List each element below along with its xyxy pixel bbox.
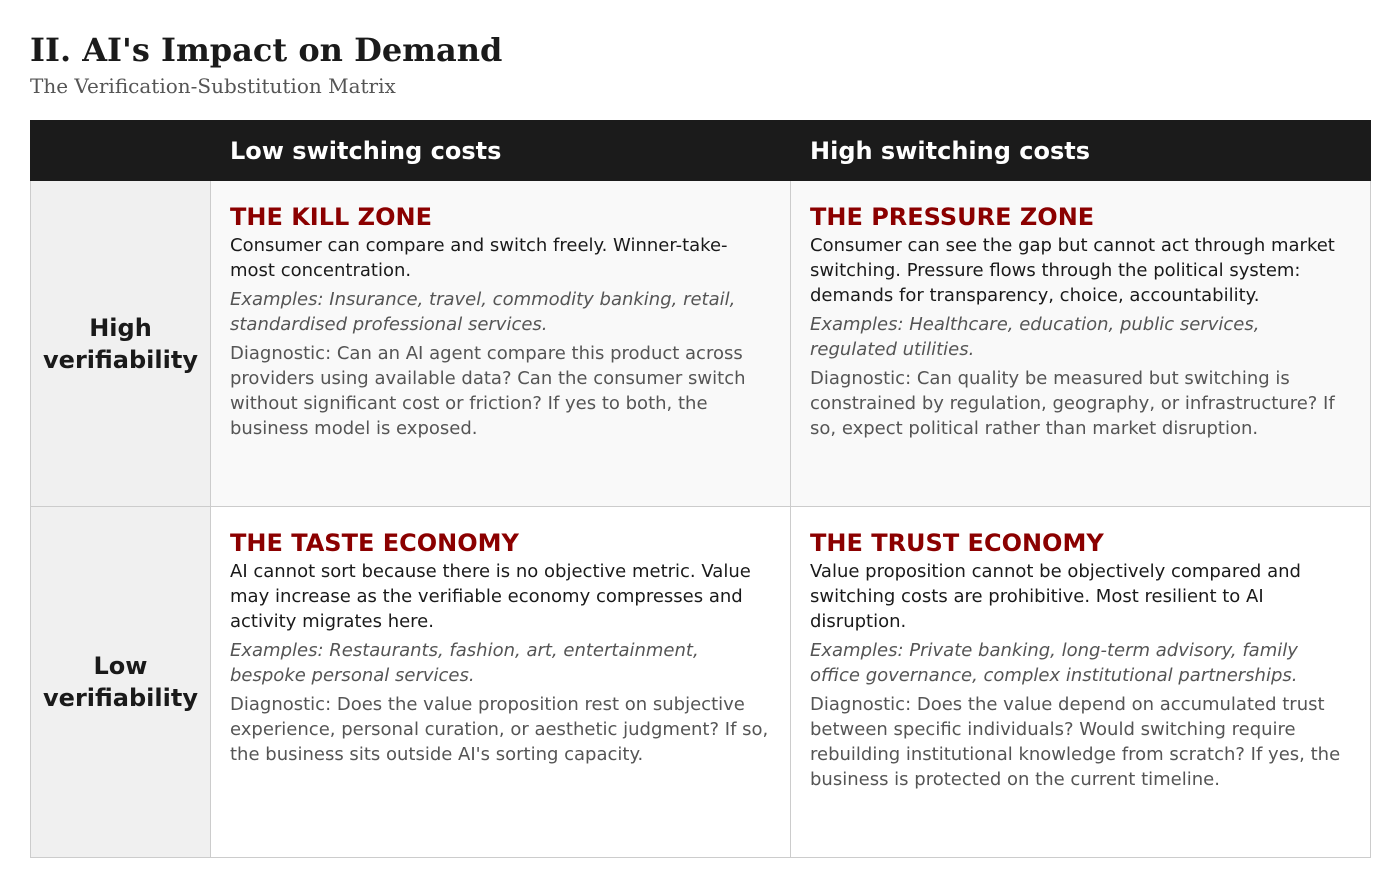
quadrant-kill-zone: THE KILL ZONE Consumer can compare and s… bbox=[210, 180, 791, 507]
matrix-header-row: Low switching costs High switching costs bbox=[30, 120, 1371, 181]
verification-substitution-matrix: Low switching costs High switching costs… bbox=[30, 120, 1371, 858]
quadrant-pressure-zone: THE PRESSURE ZONE Consumer can see the g… bbox=[790, 180, 1371, 507]
quadrant-description: AI cannot sort because there is no objec… bbox=[230, 561, 751, 632]
quadrant-diagnostic: Diagnostic: Can quality be measured but … bbox=[810, 368, 1335, 439]
row-label-line: verifiability bbox=[43, 345, 198, 374]
quadrant-examples: Examples: Restaurants, fashion, art, ent… bbox=[230, 640, 699, 686]
column-header-low-switching: Low switching costs bbox=[210, 120, 791, 181]
page-subtitle: The Verification-Substitution Matrix bbox=[30, 74, 396, 98]
row-label-line: High bbox=[89, 313, 152, 342]
row-label-low-verifiability: Low verifiability bbox=[30, 506, 211, 858]
row-label-line: verifiability bbox=[43, 684, 198, 712]
quadrant-examples: Examples: Healthcare, education, public … bbox=[810, 314, 1260, 360]
quadrant-title: THE PRESSURE ZONE bbox=[810, 203, 1095, 231]
row-label-line: Low bbox=[93, 652, 148, 680]
quadrant-description: Consumer can see the gap but cannot act … bbox=[810, 235, 1335, 306]
quadrant-taste-economy: THE TASTE ECONOMY AI cannot sort because… bbox=[210, 506, 791, 858]
quadrant-title: THE TASTE ECONOMY bbox=[230, 529, 519, 557]
quadrant-title: THE KILL ZONE bbox=[230, 203, 432, 231]
page-title: II. AI's Impact on Demand bbox=[30, 31, 503, 69]
quadrant-examples: Examples: Insurance, travel, commodity b… bbox=[230, 289, 736, 335]
quadrant-description: Consumer can compare and switch freely. … bbox=[230, 235, 728, 281]
row-label-high-verifiability: High verifiability bbox=[30, 180, 211, 507]
quadrant-trust-economy: THE TRUST ECONOMY Value proposition cann… bbox=[790, 506, 1371, 858]
quadrant-diagnostic: Diagnostic: Can an AI agent compare this… bbox=[230, 343, 746, 439]
quadrant-diagnostic: Diagnostic: Does the value depend on acc… bbox=[810, 694, 1341, 790]
matrix-row-low-verifiability: Low verifiability THE TASTE ECONOMY AI c… bbox=[30, 506, 1371, 858]
matrix-corner-cell bbox=[30, 120, 211, 181]
quadrant-diagnostic: Diagnostic: Does the value proposition r… bbox=[230, 694, 769, 765]
quadrant-examples: Examples: Private banking, long-term adv… bbox=[810, 640, 1298, 686]
matrix-row-high-verifiability: High verifiability THE KILL ZONE Consume… bbox=[30, 180, 1371, 507]
quadrant-title: THE TRUST ECONOMY bbox=[810, 529, 1104, 557]
quadrant-description: Value proposition cannot be objectively … bbox=[810, 561, 1301, 632]
column-header-high-switching: High switching costs bbox=[790, 120, 1371, 181]
